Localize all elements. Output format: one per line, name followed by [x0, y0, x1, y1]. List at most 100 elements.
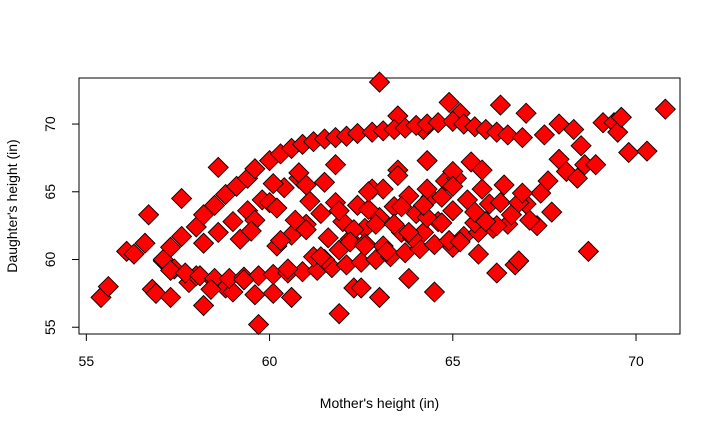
data-point	[159, 286, 182, 309]
data-points-group	[90, 71, 676, 336]
data-point	[412, 194, 435, 216]
data-point	[266, 197, 288, 219]
data-point	[192, 232, 215, 254]
y-tick-label: 60	[42, 252, 58, 268]
data-point	[442, 200, 464, 222]
x-tick-label: 70	[628, 353, 644, 369]
x-axis-label: Mother's height (in)	[320, 395, 439, 411]
data-point	[442, 175, 464, 197]
data-point	[398, 267, 420, 290]
data-point	[295, 219, 317, 241]
data-point	[328, 303, 350, 325]
data-point	[192, 294, 215, 317]
data-point	[541, 201, 563, 223]
data-point	[497, 124, 519, 146]
data-point	[387, 164, 409, 187]
data-point	[207, 156, 229, 179]
data-point	[134, 232, 156, 254]
data-point	[299, 190, 321, 212]
data-point	[123, 243, 145, 265]
data-point	[159, 236, 182, 258]
data-point	[431, 212, 453, 234]
data-point	[295, 174, 317, 196]
data-point	[137, 204, 160, 226]
x-axis: 55 60 65 70	[79, 333, 644, 369]
y-tick-label: 70	[42, 116, 58, 132]
data-point	[262, 173, 284, 195]
data-point	[548, 113, 570, 135]
data-point	[324, 154, 347, 176]
data-point	[368, 71, 391, 93]
data-point	[438, 91, 460, 114]
data-point	[269, 229, 292, 252]
data-point	[310, 246, 332, 268]
data-point	[390, 196, 413, 218]
data-point	[222, 210, 244, 233]
data-point	[170, 225, 193, 248]
data-point	[244, 158, 266, 180]
data-point	[537, 170, 559, 192]
data-point	[654, 98, 676, 120]
data-point	[416, 149, 438, 172]
data-point	[486, 262, 508, 284]
data-point	[277, 258, 299, 280]
data-point	[244, 284, 266, 306]
data-point	[203, 194, 226, 216]
data-point	[533, 124, 556, 146]
data-point	[489, 191, 512, 214]
data-point	[585, 154, 607, 176]
data-point	[398, 221, 420, 244]
data-point	[570, 135, 592, 157]
data-point	[365, 213, 387, 235]
data-point	[97, 275, 119, 298]
y-axis-label: Daughter's height (in)	[4, 139, 20, 272]
data-point	[431, 186, 453, 208]
data-point	[423, 281, 446, 303]
data-point	[464, 201, 486, 223]
data-point	[471, 178, 493, 200]
data-point	[563, 118, 585, 141]
data-point	[247, 313, 270, 336]
data-point	[577, 240, 600, 263]
data-point	[489, 94, 512, 116]
data-point	[240, 220, 262, 242]
x-tick-label: 55	[79, 353, 95, 369]
data-point	[493, 174, 515, 196]
data-point	[610, 106, 633, 128]
data-point	[372, 178, 394, 200]
data-point	[310, 202, 332, 225]
data-point	[508, 250, 530, 272]
data-point	[262, 282, 284, 305]
data-point	[566, 167, 589, 189]
data-point	[636, 140, 658, 162]
x-tick-label: 60	[262, 353, 278, 369]
data-point	[207, 221, 229, 244]
data-point	[357, 198, 380, 221]
data-point	[368, 286, 391, 309]
data-point	[200, 278, 222, 300]
data-point	[449, 231, 471, 253]
data-point	[233, 269, 255, 291]
y-tick-label: 55	[42, 319, 58, 335]
data-point	[376, 240, 398, 263]
data-point	[350, 277, 372, 299]
data-point	[357, 181, 380, 203]
data-point	[383, 213, 405, 235]
data-point	[471, 159, 493, 181]
data-point	[328, 200, 350, 222]
data-point	[515, 102, 537, 124]
y-axis: 55 60 65 70	[42, 116, 80, 335]
data-point	[159, 259, 182, 281]
data-point	[354, 235, 376, 257]
data-point	[317, 227, 339, 249]
data-point	[189, 265, 211, 287]
data-point	[280, 286, 303, 309]
data-point	[511, 182, 534, 204]
data-point	[607, 121, 629, 143]
data-point	[170, 187, 193, 210]
data-point	[511, 126, 534, 149]
data-point	[174, 262, 196, 284]
data-point	[467, 243, 490, 265]
